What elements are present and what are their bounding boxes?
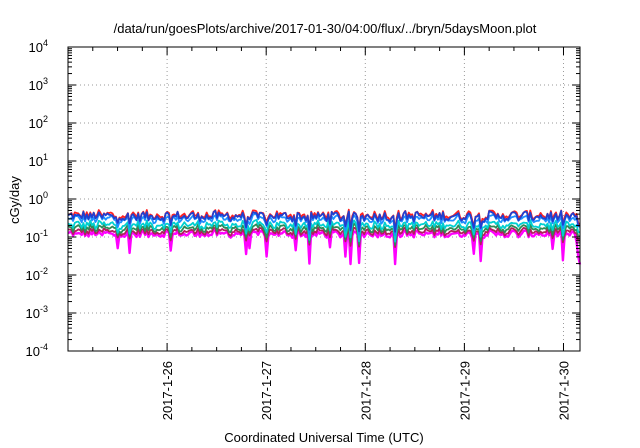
grid-lines (68, 47, 580, 351)
x-tick-label: 2017-1-28 (358, 361, 373, 420)
y-tick-label: 10-2 (26, 266, 48, 283)
y-tick-label: 102 (29, 114, 48, 131)
y-axis-label: cGy/day (7, 176, 22, 224)
y-tick-label: 104 (29, 38, 48, 55)
axis-ticks: 10-4 10-3 10-2 10-1 100 101 102 103 104 2017-1-26… (26, 38, 580, 420)
x-tick-label: 2017-1-27 (259, 361, 274, 420)
y-tick-label: 10-3 (26, 304, 48, 321)
y-tick-label: 103 (29, 76, 48, 93)
series-line (67, 209, 581, 233)
x-tick-label: 2017-1-29 (457, 361, 472, 420)
y-tick-label: 10-4 (26, 342, 48, 359)
series-line (68, 226, 581, 249)
x-axis-label: Coordinated Universal Time (UTC) (224, 430, 423, 445)
y-tick-label: 10-1 (26, 228, 48, 245)
series-line (67, 218, 581, 243)
chart-title: /data/run/goesPlots/archive/2017-01-30/0… (114, 21, 537, 36)
x-tick-label: 2017-1-30 (556, 361, 571, 420)
series-group (67, 208, 582, 266)
series-line (67, 222, 581, 246)
y-tick-label: 100 (29, 190, 48, 207)
series-line (67, 228, 582, 266)
x-tick-label: 2017-1-26 (160, 361, 175, 420)
y-tick-label: 101 (29, 152, 48, 169)
